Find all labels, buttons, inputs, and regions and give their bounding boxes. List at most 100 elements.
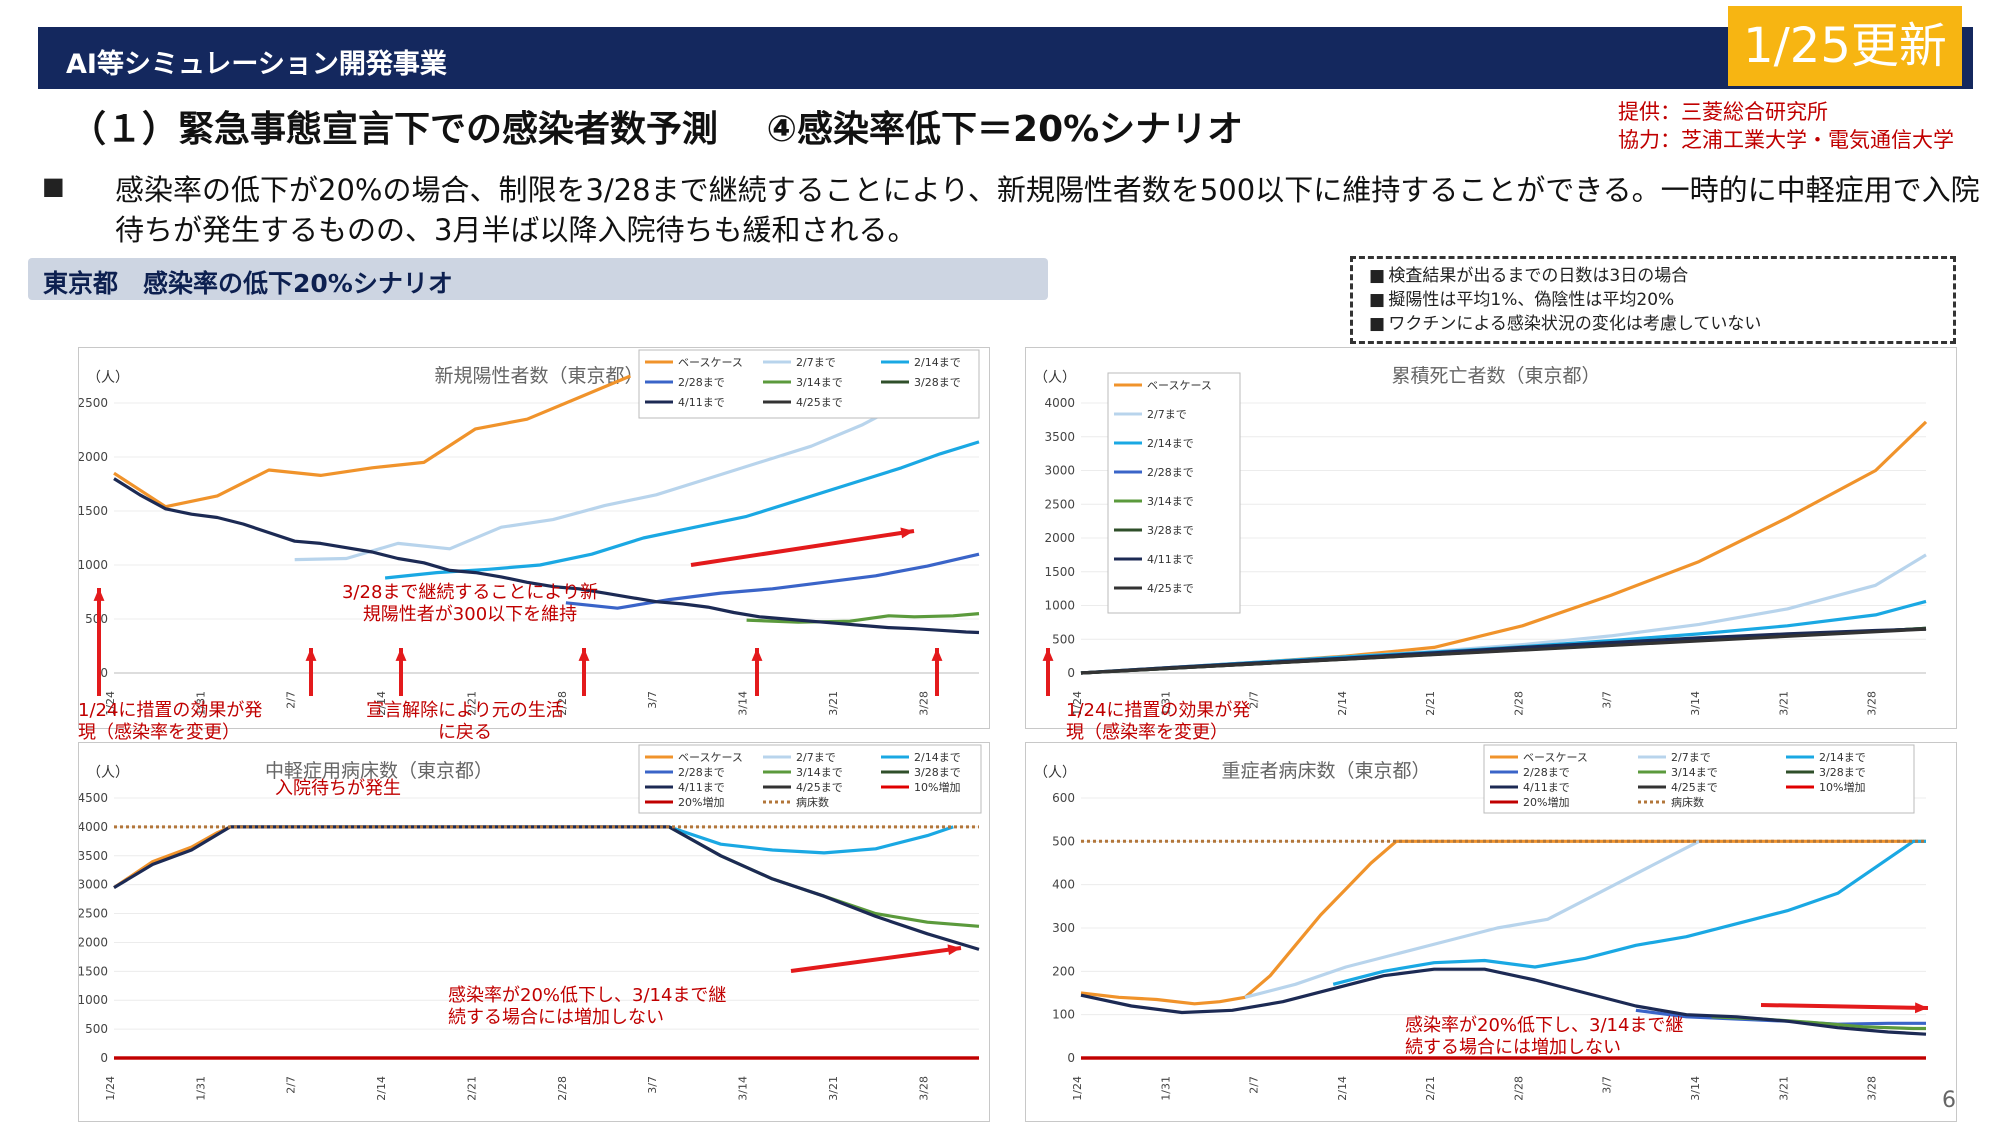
- legend-label: 2/7まで: [796, 751, 836, 764]
- y-tick-label: 1500: [78, 504, 108, 518]
- y-tick-label: 500: [85, 612, 108, 626]
- y-tick-label: 2500: [78, 907, 108, 921]
- y-tick-label: 0: [1067, 666, 1075, 680]
- x-tick-label: 2/7: [285, 691, 298, 709]
- trend-arrow-head: [93, 588, 105, 601]
- y-tick-label: 0: [100, 666, 108, 680]
- x-tick-label: 1/24: [104, 691, 117, 716]
- legend-box: [638, 744, 982, 814]
- legend-label: 2/7まで: [796, 356, 836, 369]
- y-tick-label: 2000: [78, 450, 108, 464]
- series-line-feb14: [384, 440, 980, 580]
- legend-label: 3/28まで: [914, 766, 961, 779]
- legend-label: 4/25まで: [796, 781, 843, 794]
- credits: 提供：三菱総合研究所 協力：芝浦工業大学・電気通信大学: [1618, 98, 1954, 154]
- y-axis-unit: （人）: [1034, 765, 1076, 781]
- header-band-title: AI等シミュレーション開発事業: [66, 49, 447, 80]
- y-axis-unit: （人）: [1034, 370, 1076, 386]
- chart-title: 重症者病床数（東京都）: [1221, 760, 1430, 782]
- x-tick-label: 3/28: [917, 691, 930, 716]
- legend-label: ベースケース: [1147, 379, 1212, 392]
- legend-label: 10%増加: [914, 781, 960, 794]
- legend-label: 2/14まで: [1819, 751, 1866, 764]
- annotation-waiting: 入院待ちが発生: [275, 778, 401, 799]
- trend-arrow: [790, 946, 962, 973]
- trend-arrow-head: [305, 648, 317, 661]
- x-tick-label: 3/21: [1777, 1076, 1790, 1101]
- trend-arrow-head: [395, 648, 407, 661]
- page-title: （１）緊急事態宣言下での感染者数予測 ④感染率低下＝20%シナリオ: [70, 109, 1244, 150]
- legend-box: [1483, 744, 1915, 814]
- x-tick-label: 3/21: [1777, 691, 1790, 716]
- legend-label: 3/14まで: [1671, 766, 1718, 779]
- chart-mild-beds: 中軽症用病床数（東京都） （人） 0 500 1000 1500 2000 2500 3000 3…: [78, 742, 990, 1122]
- legend-label: 4/11まで: [1147, 553, 1194, 566]
- chart-title: 新規陽性者数（東京都）: [434, 365, 643, 387]
- legend-label: 4/25まで: [1147, 582, 1194, 595]
- trend-arrow-head: [931, 648, 943, 661]
- x-tick-label: 2/21: [465, 691, 478, 716]
- x-tick-label: 1/31: [1159, 691, 1172, 716]
- x-tick-label: 3/7: [1601, 1076, 1614, 1094]
- y-tick-label: 4000: [78, 820, 108, 834]
- bullet-icon: ■: [42, 172, 65, 200]
- x-tick-label: 2/28: [556, 691, 569, 716]
- legend-label: 4/11まで: [1523, 781, 1570, 794]
- y-axis-unit: （人）: [87, 765, 129, 781]
- legend-label: ベースケース: [678, 751, 743, 764]
- x-tick-label: 2/21: [1424, 691, 1437, 716]
- legend-label: ベースケース: [678, 356, 743, 369]
- y-tick-label: 200: [1052, 964, 1075, 978]
- y-tick-label: 2000: [1044, 531, 1075, 545]
- legend-label: 3/28まで: [1819, 766, 1866, 779]
- legend-label: 3/14まで: [796, 766, 843, 779]
- bullet-icon: ■: [1369, 266, 1386, 286]
- trend-arrow-head: [1915, 1002, 1928, 1014]
- y-tick-label: 100: [1052, 1008, 1075, 1022]
- annotation-lift: 宣言解除により元の生活に戻る: [366, 700, 564, 743]
- legend-label: 3/28まで: [1147, 524, 1194, 537]
- x-tick-label: 3/14: [737, 1076, 750, 1101]
- series-line-apr11: [1080, 967, 1927, 1036]
- trend-arrow-head: [1042, 648, 1054, 661]
- x-tick-label: 3/7: [646, 1076, 659, 1094]
- legend-label: 2/28まで: [1147, 466, 1194, 479]
- y-tick-label: 500: [1052, 632, 1075, 646]
- legend-label: 4/25まで: [1671, 781, 1718, 794]
- y-tick-label: 500: [1052, 834, 1075, 848]
- trend-arrow-head: [751, 648, 763, 661]
- subheading: 東京都 感染率の低下20%シナリオ: [43, 269, 453, 298]
- chart-new-positives: 新規陽性者数（東京都） （人） 0 500 1000 1500 2000 2500 1/24 1/…: [78, 347, 990, 729]
- y-tick-label: 2500: [1044, 497, 1075, 511]
- legend-label: 病床数: [1671, 795, 1704, 809]
- legend-label: 2/28まで: [678, 766, 725, 779]
- legend-label: 2/28まで: [1523, 766, 1570, 779]
- series-line-apr11: [113, 477, 980, 635]
- y-tick-label: 1000: [78, 993, 108, 1007]
- series-line-feb28: [565, 552, 980, 610]
- y-tick-label: 2500: [78, 396, 108, 410]
- x-tick-label: 3/21: [827, 691, 840, 716]
- y-tick-label: 3500: [78, 849, 108, 863]
- y-tick-label: 4500: [78, 791, 108, 805]
- x-tick-label: 3/21: [827, 1076, 840, 1101]
- legend-label: 病床数: [796, 795, 829, 809]
- x-tick-label: 2/14: [375, 691, 388, 716]
- trend-arrow: [690, 529, 915, 567]
- series-line-feb14: [668, 825, 954, 855]
- trend-arrow-head: [947, 944, 961, 956]
- series-line-feb14: [1332, 839, 1926, 986]
- chart-title: 中軽症用病床数（東京都）: [265, 760, 493, 782]
- notes-box: ■ 検査結果が出るまでの日数は3日の場合 ■ 擬陽性は平均1%、偽陰性は平均20…: [1350, 256, 1956, 344]
- x-tick-label: 1/31: [1159, 1076, 1172, 1101]
- note-text: 検査結果が出るまでの日数は3日の場合: [1388, 266, 1689, 286]
- annotation-effect-start: 1/24に措置の効果が発現（感染率を変更）: [1066, 700, 1251, 743]
- x-tick-label: 3/14: [1689, 691, 1702, 716]
- x-tick-label: 1/31: [194, 691, 207, 716]
- credit-provider: 提供：三菱総合研究所: [1618, 100, 1828, 124]
- legend-label: 2/14まで: [914, 751, 961, 764]
- y-tick-label: 500: [85, 1022, 108, 1036]
- legend-label: 2/28まで: [678, 376, 725, 389]
- y-tick-label: 1500: [78, 964, 108, 978]
- legend-label: 3/14まで: [796, 376, 843, 389]
